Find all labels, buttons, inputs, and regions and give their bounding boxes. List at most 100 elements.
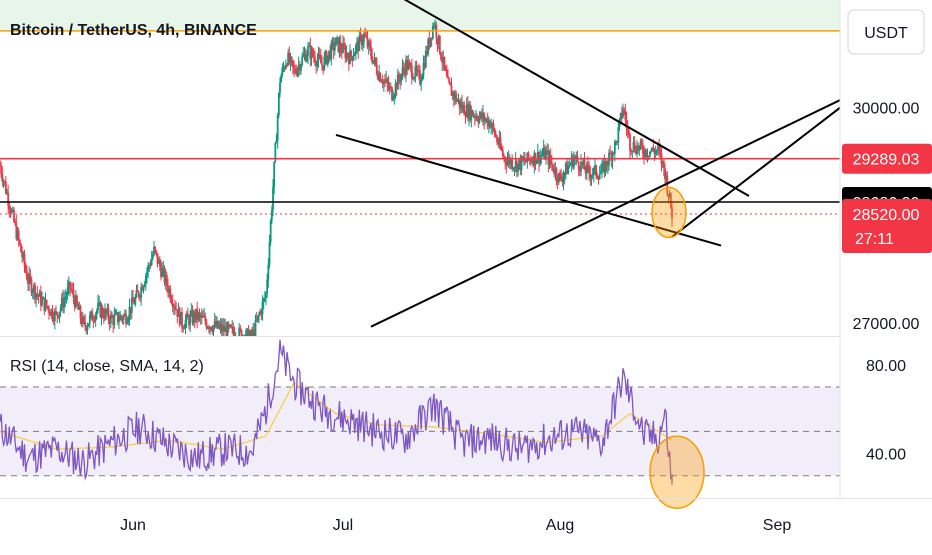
candle-body	[100, 307, 103, 318]
price-highlight-circle[interactable]	[651, 186, 687, 239]
candle-body	[554, 168, 557, 175]
candle-body	[71, 289, 74, 291]
candle-body	[288, 52, 291, 63]
last-price-tag[interactable]	[842, 198, 932, 253]
candle-body	[284, 64, 287, 69]
candle-body	[631, 150, 634, 152]
candle-body	[517, 163, 519, 173]
candle-body	[298, 64, 301, 71]
candle-body	[351, 56, 354, 61]
candle-body	[290, 56, 293, 61]
candle-body	[259, 311, 262, 315]
price-scale[interactable]	[840, 0, 932, 550]
extended-ascending-trendline[interactable]	[671, 97, 854, 238]
candle-body	[479, 112, 482, 117]
upper-descending-trendline[interactable]	[378, 0, 750, 197]
candle-body	[67, 281, 70, 288]
candle-body	[434, 24, 437, 26]
candle-body	[638, 145, 641, 151]
candle-body	[528, 159, 531, 161]
candle-body	[243, 337, 245, 344]
candle-body	[344, 47, 347, 59]
candle-body	[546, 150, 549, 152]
candle-body	[598, 174, 601, 180]
candle-body	[108, 319, 111, 324]
candle-body	[438, 35, 441, 54]
candle-body	[476, 116, 479, 120]
candle-body	[167, 285, 169, 293]
candle-body	[34, 285, 36, 299]
candle-body	[286, 64, 288, 66]
candle-body	[469, 104, 472, 120]
time-tick-label: Sep	[763, 517, 792, 534]
candle-body	[64, 297, 67, 300]
candle-body	[196, 308, 199, 320]
candle-body	[80, 318, 83, 325]
candle-body	[363, 33, 365, 42]
candle-body	[235, 339, 237, 340]
candle-body	[78, 306, 81, 310]
candle-body	[515, 160, 518, 173]
candle-body	[316, 60, 319, 67]
candle-body	[305, 55, 308, 62]
rsi-plot	[0, 339, 840, 485]
time-tick-label: Jun	[120, 517, 146, 534]
candle-body	[170, 299, 173, 303]
candle-body	[310, 48, 313, 59]
candle-body	[318, 54, 321, 58]
price-pane	[0, 0, 854, 344]
candle-body	[120, 315, 123, 318]
lower-descending-trendline[interactable]	[335, 134, 722, 247]
candle-body	[430, 37, 433, 39]
candle-body	[53, 310, 56, 322]
candle-body	[514, 160, 517, 168]
candle-body	[616, 141, 619, 143]
candle-body	[269, 220, 272, 243]
rsi-ma-line[interactable]	[0, 381, 673, 450]
rsi-line[interactable]	[0, 339, 673, 485]
rsi-highlight-circle[interactable]	[649, 435, 705, 509]
candle-body	[378, 73, 381, 80]
candle-body	[406, 59, 409, 70]
red-level-tag[interactable]	[842, 143, 932, 174]
candle-body	[45, 299, 48, 307]
candle-body	[405, 59, 407, 75]
candle-body	[295, 72, 298, 75]
price-plot	[0, 0, 854, 344]
candle-body	[321, 63, 323, 66]
candle-body	[385, 79, 388, 82]
candle-body	[353, 53, 356, 57]
candle-body	[190, 310, 193, 315]
candle-body	[508, 157, 511, 165]
candle-body	[237, 340, 239, 342]
candle-body	[457, 99, 460, 101]
candle-body	[232, 326, 235, 334]
candle-body	[160, 266, 162, 277]
candle-body	[552, 164, 554, 171]
candle-body	[412, 78, 414, 80]
candle-body	[90, 311, 92, 316]
candle-body	[191, 310, 194, 323]
candle-body	[472, 115, 475, 117]
candle-body	[493, 128, 496, 136]
candle-body	[293, 66, 295, 69]
candle-body	[671, 207, 673, 219]
candle-body	[74, 295, 77, 308]
candle-body	[380, 81, 383, 83]
candle-body	[501, 150, 504, 156]
candle-body	[153, 246, 155, 255]
candle-body	[499, 138, 502, 148]
candle-body	[253, 329, 256, 336]
candle-body	[596, 176, 599, 178]
candle-body	[283, 67, 286, 69]
ascending-trendline[interactable]	[370, 93, 854, 328]
candle-body	[626, 128, 629, 130]
candle-body	[415, 66, 418, 72]
candle-body	[473, 115, 476, 118]
rsi-legend[interactable]: RSI (14, close, SMA, 14, 2)	[10, 358, 204, 375]
candle-body	[161, 269, 164, 277]
currency-button[interactable]	[847, 9, 925, 55]
candle-body	[58, 311, 61, 318]
